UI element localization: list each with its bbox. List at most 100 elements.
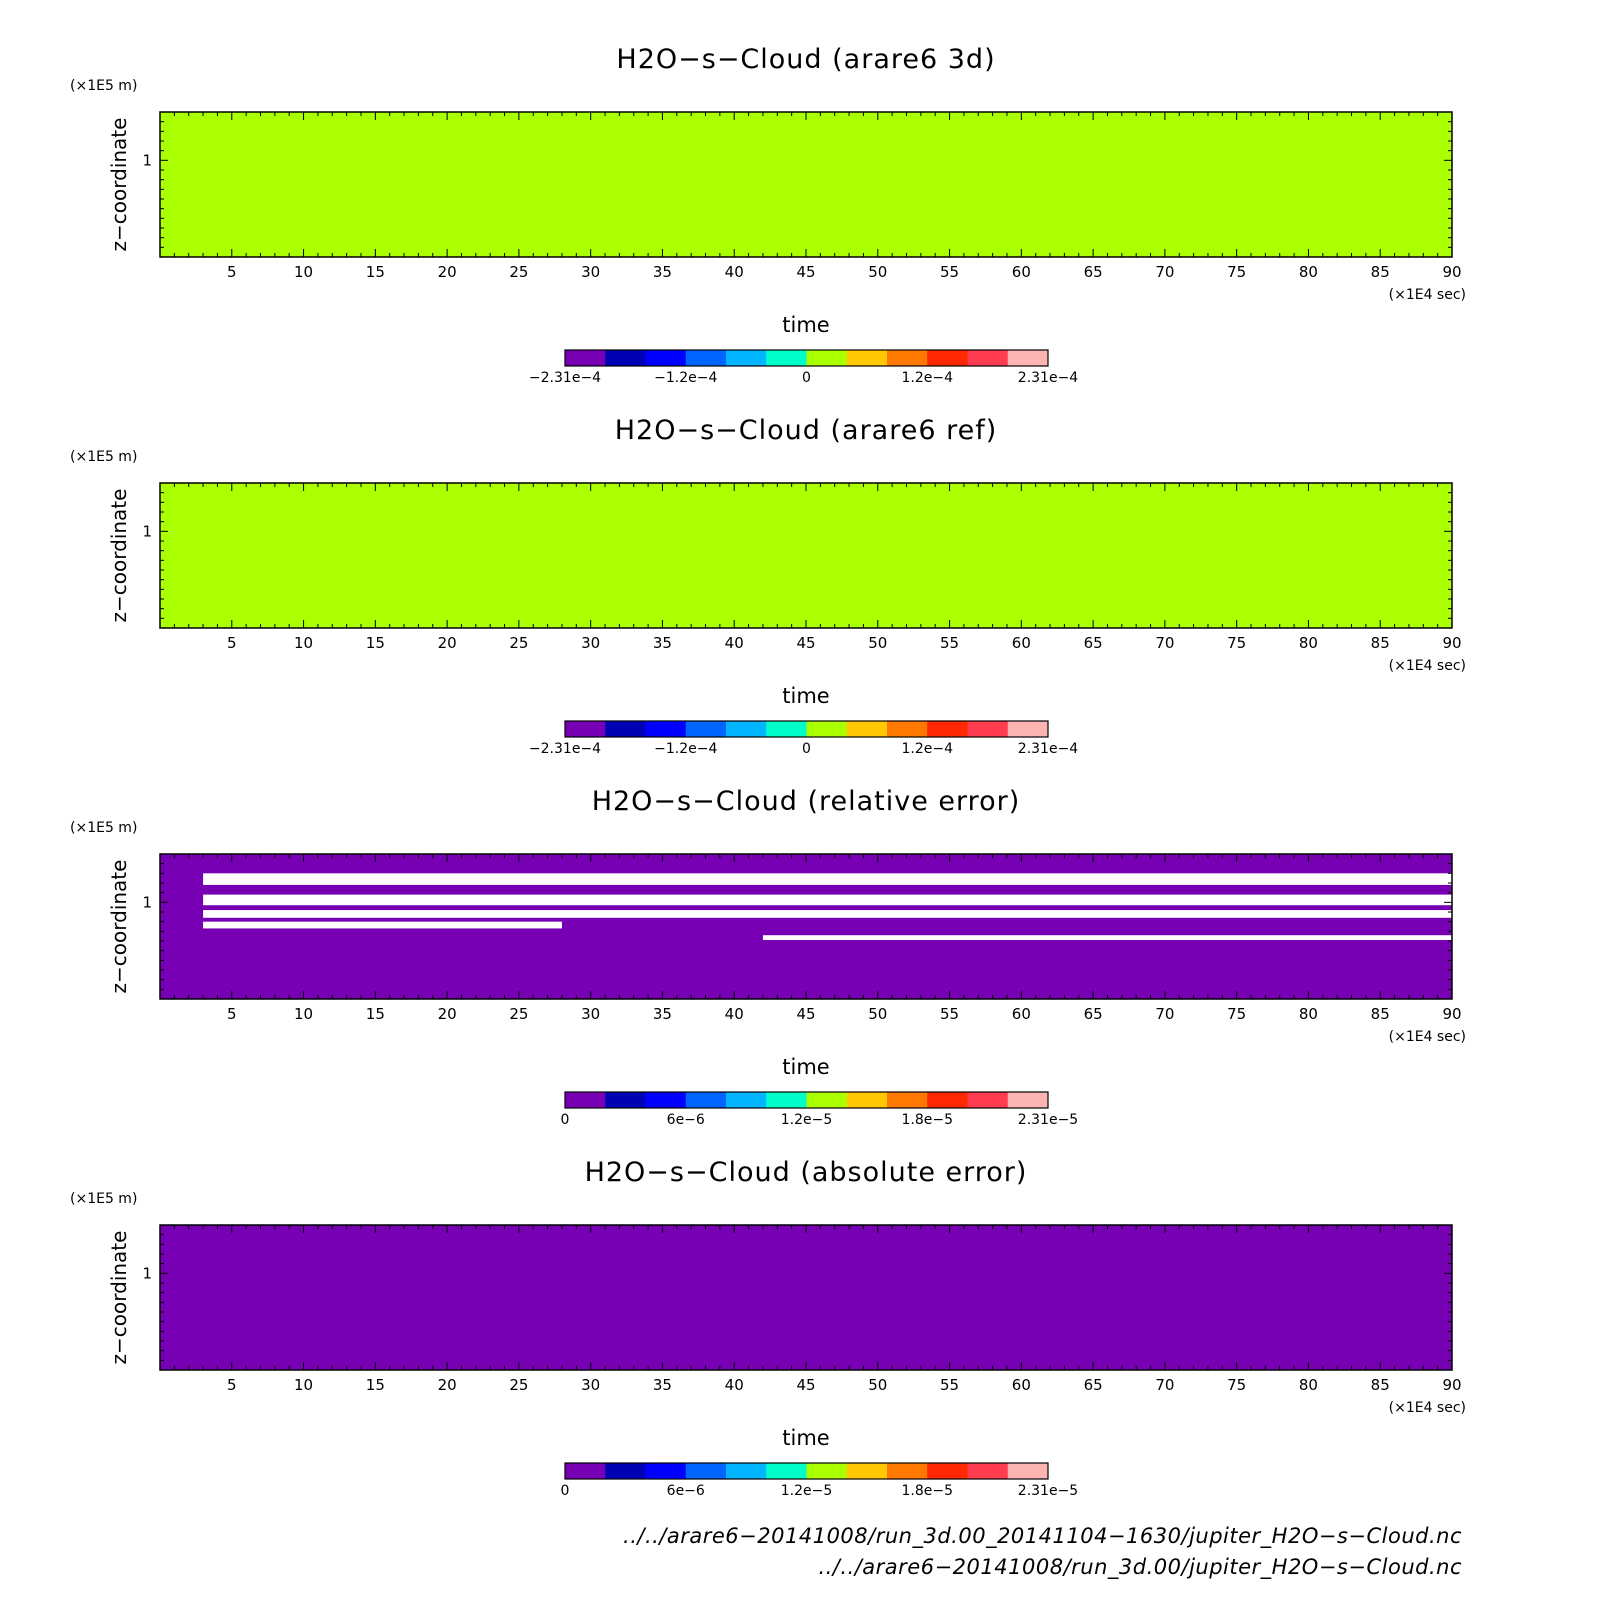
colorbar-swatch (806, 1463, 848, 1479)
colorbar-swatch (967, 350, 1009, 366)
x-tick-label: 20 (438, 634, 457, 652)
colorbar-swatch (565, 721, 606, 737)
undefined-band (203, 910, 1453, 918)
undefined-band (203, 894, 1453, 906)
undefined-band (762, 935, 1452, 941)
x-tick-label: 75 (1227, 263, 1246, 281)
colorbar-tick-label: 1.8e−5 (901, 1112, 953, 1128)
colorbar-tick-label: 2.31e−5 (1018, 1483, 1078, 1499)
colorbar-swatch (565, 350, 606, 366)
x-tick-label: 20 (438, 1376, 457, 1394)
x-unit-label: (×1E4 sec) (1389, 287, 1466, 303)
colorbar-swatch (887, 350, 928, 366)
colorbar-swatch (1007, 350, 1049, 366)
colorbar-frame (564, 720, 1049, 738)
colorbar-tick-label: −2.31e−4 (529, 370, 601, 386)
x-tick-label: 25 (509, 1376, 528, 1394)
y-tick-label: 1 (142, 893, 152, 911)
colorbar-swatch (1007, 1463, 1049, 1479)
x-tick-label: 45 (796, 634, 815, 652)
colorbar-swatch (887, 1463, 928, 1479)
colorbar-tick-label: 1.2e−5 (781, 1112, 833, 1128)
colorbar-swatch (605, 1092, 646, 1108)
x-tick-label: 5 (227, 1005, 237, 1023)
colorbar-swatch (605, 350, 646, 366)
x-tick-label: 90 (1442, 263, 1461, 281)
colorbar-swatch (685, 721, 727, 737)
colorbar-tick-label: 0 (802, 741, 811, 757)
x-tick-label: 20 (438, 1005, 457, 1023)
colorbar-swatch (806, 721, 848, 737)
x-tick-label: 40 (725, 1376, 744, 1394)
x-tick-label: 85 (1371, 263, 1390, 281)
x-tick-label: 30 (581, 634, 600, 652)
x-unit-label: (×1E4 sec) (1389, 1400, 1466, 1416)
x-tick-label: 15 (366, 1005, 385, 1023)
colorbar-tick-label: 6e−6 (667, 1483, 705, 1499)
colorbar-tick-label: −2.31e−4 (529, 741, 601, 757)
y-unit-label: (×1E5 m) (70, 820, 137, 836)
y-axis-label: z−coordinate (107, 489, 131, 623)
colorbar-tick-label: 6e−6 (667, 1112, 705, 1128)
chart-title: H2O−s−Cloud (relative error) (592, 786, 1021, 817)
x-tick-label: 75 (1227, 1376, 1246, 1394)
colorbar-swatch (967, 1463, 1009, 1479)
colorbar-swatch (685, 1092, 727, 1108)
x-tick-label: 40 (725, 1005, 744, 1023)
x-tick-label: 50 (868, 1005, 887, 1023)
colorbar-swatch (846, 1092, 888, 1108)
x-tick-label: 35 (653, 634, 672, 652)
colorbar-tick-label: −1.2e−4 (654, 741, 717, 757)
colorbar-swatch (766, 721, 807, 737)
colorbar-tick-label: 1.8e−5 (901, 1483, 953, 1499)
x-tick-label: 85 (1371, 1376, 1390, 1394)
x-tick-label: 20 (438, 263, 457, 281)
x-axis-label: time (782, 1055, 829, 1079)
x-tick-label: 55 (940, 1376, 959, 1394)
colorbar-swatch (927, 721, 968, 737)
x-tick-label: 70 (1155, 263, 1174, 281)
colorbar-frame (564, 1462, 1049, 1480)
chart-title: H2O−s−Cloud (arare6 ref) (615, 415, 998, 446)
x-tick-label: 10 (294, 1376, 313, 1394)
x-tick-label: 60 (1012, 263, 1031, 281)
colorbar-tick-label: 1.2e−4 (901, 370, 953, 386)
y-axis-label: z−coordinate (107, 1231, 131, 1365)
x-tick-label: 70 (1155, 1376, 1174, 1394)
colorbar-swatch (887, 721, 928, 737)
colorbar-tick-label: 2.31e−4 (1018, 370, 1079, 386)
x-tick-label: 15 (366, 1376, 385, 1394)
colorbar-swatch (846, 1463, 888, 1479)
colorbar-tick-label: 1.2e−5 (781, 1483, 833, 1499)
colorbar-swatch (565, 1463, 606, 1479)
colorbar-swatch (726, 350, 767, 366)
x-tick-label: 40 (725, 263, 744, 281)
x-tick-label: 25 (509, 634, 528, 652)
source-file-1: ../../arare6−20141008/run_3d.00_20141104… (623, 1524, 1462, 1548)
chart-panel-3: H2O−s−Cloud (relative error) (×1E5 m) z−co… (70, 786, 1466, 1128)
x-tick-label: 65 (1084, 1376, 1103, 1394)
colorbar-tick-label: 2.31e−5 (1018, 1112, 1078, 1128)
chart-panel-4: H2O−s−Cloud (absolute error) (×1E5 m) z−co… (70, 1157, 1466, 1499)
x-tick-label: 30 (581, 1376, 600, 1394)
x-tick-label: 45 (796, 1376, 815, 1394)
x-axis-label: time (782, 313, 829, 337)
colorbar-swatch (806, 350, 848, 366)
x-unit-label: (×1E4 sec) (1389, 658, 1466, 674)
x-tick-label: 80 (1299, 263, 1318, 281)
colorbar-swatch (685, 350, 727, 366)
x-unit-label: (×1E4 sec) (1389, 1029, 1466, 1045)
colorbar-frame (564, 349, 1049, 367)
heatmap-field (160, 112, 1452, 257)
undefined-band (203, 921, 562, 929)
x-tick-label: 80 (1299, 1376, 1318, 1394)
x-tick-label: 50 (868, 263, 887, 281)
colorbar-tick-label: 2.31e−4 (1018, 741, 1079, 757)
x-tick-label: 5 (227, 1376, 237, 1394)
x-tick-label: 5 (227, 634, 237, 652)
x-tick-label: 60 (1012, 634, 1031, 652)
x-tick-label: 60 (1012, 1005, 1031, 1023)
colorbar-swatch (1007, 1092, 1049, 1108)
colorbar-tick-label: 1.2e−4 (901, 741, 953, 757)
y-axis-label: z−coordinate (107, 860, 131, 994)
